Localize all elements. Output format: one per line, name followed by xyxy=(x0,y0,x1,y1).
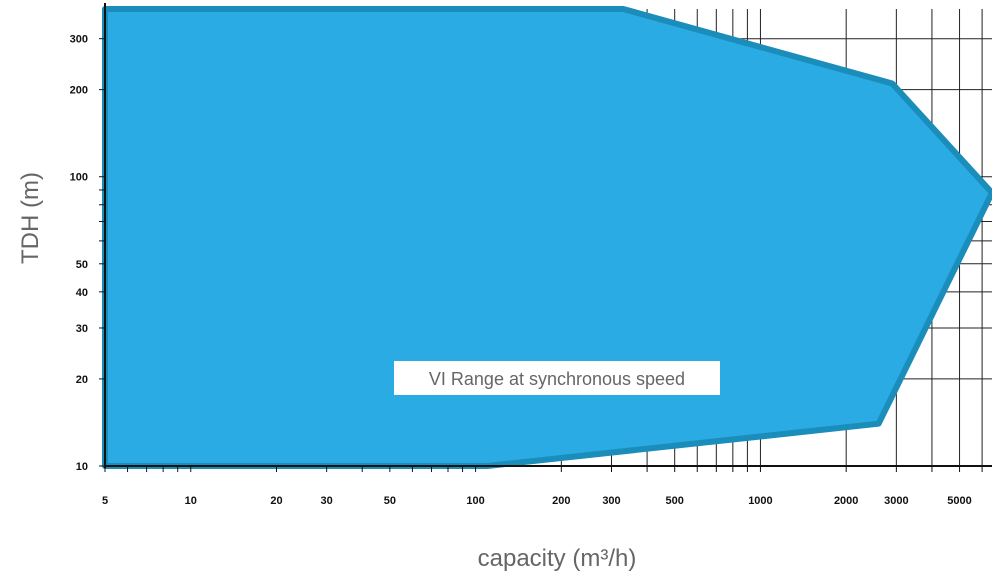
y-tick-label: 300 xyxy=(70,34,88,46)
x-tick-label: 500 xyxy=(666,495,684,507)
x-tick-label: 10 xyxy=(185,495,197,507)
tick-labels: 5 10 20 30 50 100 200 300 500 1000 2000 3000 5000 10 2… xyxy=(70,34,972,507)
x-tick-label: 300 xyxy=(602,495,620,507)
x-tick-label: 50 xyxy=(384,495,396,507)
range-polygon xyxy=(102,6,992,469)
x-tick-label: 30 xyxy=(321,495,333,507)
y-tick-label: 30 xyxy=(76,323,88,335)
x-tick-label: 200 xyxy=(552,495,570,507)
x-tick-label: 2000 xyxy=(834,495,858,507)
y-tick-label: 100 xyxy=(70,172,88,184)
y-tick-label: 10 xyxy=(76,461,88,473)
x-tick-label: 3000 xyxy=(884,495,908,507)
x-tick-label: 20 xyxy=(270,495,282,507)
x-tick-label: 5000 xyxy=(947,495,971,507)
y-tick-label: 20 xyxy=(76,374,88,386)
axes xyxy=(99,3,992,472)
x-tick-label: 100 xyxy=(466,495,484,507)
annotation-background xyxy=(394,361,720,395)
y-tick-label: 200 xyxy=(70,85,88,97)
y-axis-title: TDH (m) xyxy=(17,172,44,264)
annotation-label: VI Range at synchronous speed xyxy=(429,369,685,389)
y-tick-label: 40 xyxy=(76,287,88,299)
y-tick-label: 50 xyxy=(76,259,88,271)
range-area xyxy=(102,6,992,469)
x-axis-title: capacity (m³/h) xyxy=(478,545,637,572)
x-tick-label: 1000 xyxy=(748,495,772,507)
range-annotation: VI Range at synchronous speed xyxy=(394,361,720,395)
x-tick-label: 5 xyxy=(102,495,108,507)
